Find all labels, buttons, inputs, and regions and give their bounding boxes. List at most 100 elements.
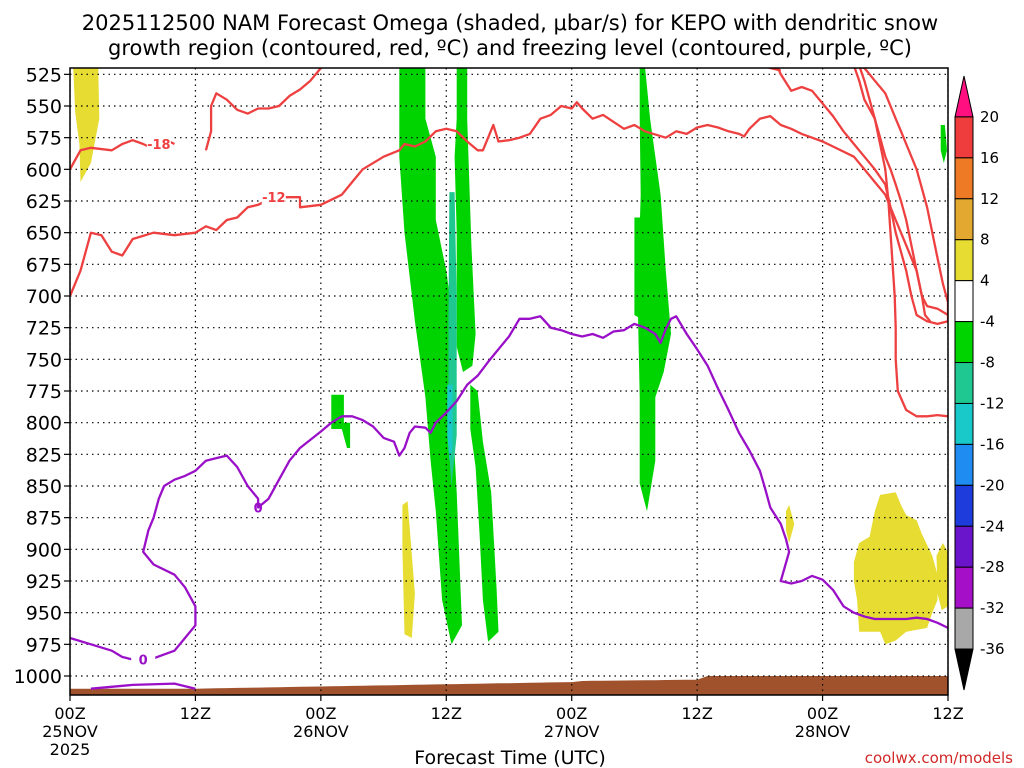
red-contour-label-bg-1 bbox=[261, 189, 286, 206]
colorbar-label-8: -16 bbox=[980, 435, 1005, 453]
colorbar-swatch-13 bbox=[954, 607, 974, 650]
omega-shade-6-2 bbox=[786, 505, 795, 543]
colorbar-swatch-6 bbox=[954, 321, 974, 364]
omega-shade--6-2 bbox=[470, 384, 499, 642]
omega-shading-layer bbox=[73, 68, 948, 645]
colorbar-label-3: 8 bbox=[980, 231, 990, 249]
colorbar: 20 16 12 8 4 -4 -8 -12 -16 -20 -24 -28 -32 -36 bbox=[954, 75, 1005, 691]
colorbar-label-2: 12 bbox=[980, 190, 999, 208]
y-tick-label-900: 900 bbox=[26, 539, 62, 561]
x-tick-label-12: 12Z bbox=[180, 704, 211, 723]
purple-contour-0 bbox=[90, 682, 196, 690]
colorbar-swatch-1 bbox=[954, 116, 974, 159]
colorbar-swatch-12 bbox=[954, 566, 974, 609]
colorbar-swatch-8 bbox=[954, 402, 974, 445]
credit-text: coolwx.com/models bbox=[865, 749, 1013, 767]
x-tick-label-72: 00Z bbox=[807, 704, 838, 723]
x-tick-date-48: 27NOV bbox=[544, 722, 600, 741]
x-tick-label-84: 12Z bbox=[932, 704, 963, 723]
colorbar-label-7: -12 bbox=[980, 394, 1005, 412]
chart-title-line-2: growth region (contoured, red, ºC) and f… bbox=[108, 36, 912, 60]
terrain-ground bbox=[70, 676, 948, 695]
purple-contour-1 bbox=[70, 315, 948, 661]
y-tick-label-775: 775 bbox=[26, 381, 62, 403]
y-tick-label-650: 650 bbox=[26, 223, 62, 245]
x-tick-date-24: 26NOV bbox=[293, 722, 349, 741]
y-tick-label-875: 875 bbox=[26, 508, 62, 530]
red-contour-3 bbox=[765, 68, 782, 72]
purple-contour-label-1: 0 bbox=[139, 654, 148, 669]
x-tick-label-60: 12Z bbox=[681, 704, 712, 723]
omega-shade--6-5 bbox=[637, 68, 671, 512]
y-tick-label-525: 525 bbox=[26, 64, 62, 86]
y-tick-label-850: 850 bbox=[26, 476, 62, 498]
colorbar-label-9: -20 bbox=[980, 476, 1005, 494]
omega-shade-6-1 bbox=[402, 501, 415, 638]
red-contour-label-1: -12 bbox=[262, 191, 286, 206]
y-tick-label-550: 550 bbox=[26, 96, 62, 118]
colorbar-swatch-9 bbox=[954, 443, 974, 486]
plot-area: -18 -12 0 0 bbox=[70, 68, 948, 695]
omega-shade-6-4 bbox=[936, 543, 948, 611]
red-contour-2 bbox=[204, 68, 322, 151]
x-tick-label-48: 00Z bbox=[556, 704, 587, 723]
colorbar-label-6: -8 bbox=[980, 354, 995, 372]
red-contour-7 bbox=[858, 68, 948, 418]
purple-contour-label-bg-1 bbox=[131, 651, 156, 668]
colorbar-label-1: 16 bbox=[980, 149, 999, 167]
y-tick-label-750: 750 bbox=[26, 349, 62, 371]
red-contour-1 bbox=[70, 101, 948, 316]
y-tick-label-1000: 1000 bbox=[14, 666, 62, 688]
colorbar-label-10: -24 bbox=[980, 517, 1005, 535]
omega-shade--6-0 bbox=[399, 68, 462, 645]
y-tick-label-625: 625 bbox=[26, 191, 62, 213]
y-axis: 525 550 575 600 625 650 675 700 725 750 775 800 825 8… bbox=[14, 64, 70, 688]
terrain-layer bbox=[70, 676, 948, 695]
y-tick-label-600: 600 bbox=[26, 159, 62, 181]
red-contour-label-0: -18 bbox=[147, 138, 171, 153]
colorbar-swatch-2 bbox=[954, 157, 974, 200]
colorbar-swatch-3 bbox=[954, 198, 974, 241]
colorbar-swatch-4 bbox=[954, 239, 974, 282]
contour-layer: -18 -12 0 0 bbox=[70, 68, 948, 690]
y-tick-label-975: 975 bbox=[26, 634, 62, 656]
red-contour-4 bbox=[776, 68, 948, 326]
grid-layer bbox=[70, 68, 948, 695]
y-tick-label-725: 725 bbox=[26, 318, 62, 340]
purple-contour-label-0: 0 bbox=[254, 502, 263, 517]
y-tick-label-675: 675 bbox=[26, 254, 62, 276]
x-tick-label-0: 00Z bbox=[54, 704, 85, 723]
y-tick-label-575: 575 bbox=[26, 128, 62, 150]
x-tick-date-0: 25NOV bbox=[42, 722, 98, 741]
colorbar-label-4: 4 bbox=[980, 272, 990, 290]
x-tick-date-72: 28NOV bbox=[795, 722, 851, 741]
colorbar-label-12: -32 bbox=[980, 599, 1005, 617]
colorbar-swatch-11 bbox=[954, 525, 974, 568]
colorbar-swatch-top bbox=[954, 75, 974, 118]
colorbar-label-11: -28 bbox=[980, 558, 1005, 576]
colorbar-swatch-bottom bbox=[954, 648, 974, 691]
omega-shade-6-0 bbox=[73, 68, 100, 182]
colorbar-swatch-10 bbox=[954, 484, 974, 527]
plot-frame bbox=[69, 67, 949, 696]
chart-title-line-1: 2025112500 NAM Forecast Omega (shaded, μ… bbox=[82, 11, 938, 35]
y-tick-label-700: 700 bbox=[26, 286, 62, 308]
red-contour-5 bbox=[853, 68, 932, 323]
y-tick-label-800: 800 bbox=[26, 413, 62, 435]
colorbar-swatch-5 bbox=[954, 280, 974, 323]
red-contour-label-bg-0 bbox=[146, 136, 171, 152]
colorbar-label-0: 20 bbox=[980, 108, 999, 126]
colorbar-swatch-7 bbox=[954, 362, 974, 404]
omega-shade--6-6 bbox=[940, 125, 947, 163]
x-tick-label-24: 00Z bbox=[305, 704, 336, 723]
x-tick-year-0: 2025 bbox=[50, 740, 91, 759]
x-axis-title: Forecast Time (UTC) bbox=[414, 747, 605, 768]
y-tick-label-825: 825 bbox=[26, 444, 62, 466]
y-tick-label-950: 950 bbox=[26, 603, 62, 625]
omega-shade--6-1 bbox=[454, 68, 476, 372]
colorbar-label-13: -36 bbox=[980, 640, 1005, 658]
x-tick-label-36: 12Z bbox=[431, 704, 462, 723]
colorbar-label-5: -4 bbox=[980, 313, 995, 331]
